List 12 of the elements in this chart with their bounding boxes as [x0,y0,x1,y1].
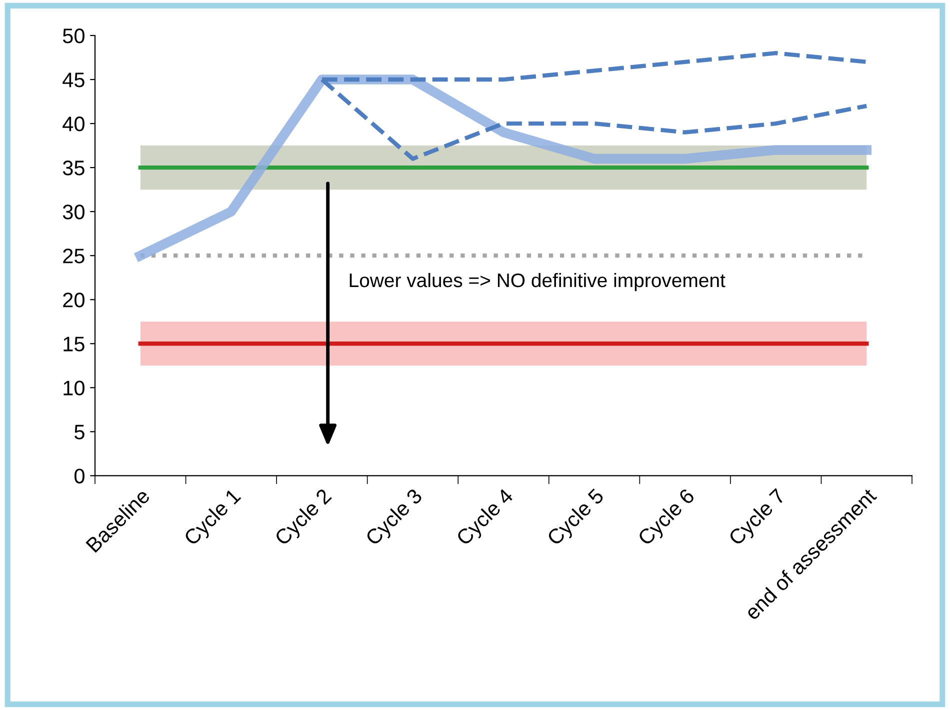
y-tick-label: 30 [62,204,84,220]
y-tick-label: 40 [62,116,84,132]
y-tick-label: 0 [74,468,84,484]
y-tick-label: 10 [64,380,84,396]
y-tick-label: 15 [64,336,84,352]
y-tick-label: 35 [62,160,84,176]
y-tick-label: 25 [63,248,84,264]
y-tick-label: 50 [62,28,84,44]
y-tick-label: 45 [62,72,84,88]
y-tick-label: 20 [63,292,84,308]
y-tick-label: 5 [74,424,84,440]
annotation: Lower values => NO definitive improvement [350,272,726,292]
